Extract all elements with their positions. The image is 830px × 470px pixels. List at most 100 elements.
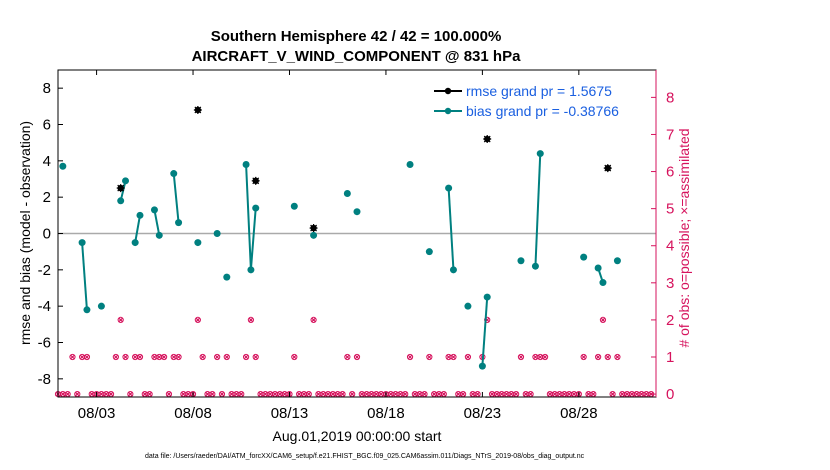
obs-possible-marker	[291, 353, 298, 361]
y2-tick-label: 7	[666, 126, 674, 143]
data-file-footnote: data file: /Users/raeder/DAI/ATM_forcXX/…	[145, 453, 585, 460]
obs-assimilated-marker	[224, 354, 230, 360]
obs-assimilated-marker	[470, 391, 476, 397]
obs-possible-marker	[517, 353, 525, 361]
x-tick-label: 08/23	[464, 405, 502, 422]
obs-assimilated-marker	[441, 391, 447, 397]
obs-assimilated-marker	[634, 391, 640, 397]
obs-possible-marker	[484, 316, 491, 324]
y2-tick-label: 4	[666, 238, 674, 255]
obs-possible-marker	[117, 316, 124, 324]
bias-point	[483, 293, 491, 301]
obs-assimilated-marker	[65, 391, 71, 397]
obs-assimilated-marker	[209, 391, 215, 397]
obs-assimilated-marker	[364, 391, 370, 397]
obs-assimilated-marker	[89, 391, 95, 397]
obs-assimilated-marker	[219, 391, 225, 397]
y-tick-label: 6	[43, 117, 51, 134]
y-tick-label: 0	[43, 226, 51, 243]
obs-assimilated-marker	[79, 354, 85, 360]
obs-assimilated-marker	[113, 354, 119, 360]
obs-assimilated-marker	[142, 391, 148, 397]
y2-tick-label: 1	[666, 349, 674, 366]
obs-assimilated-marker	[465, 354, 471, 360]
y2-tick-label: 2	[666, 312, 674, 329]
y2-axis-label: # of obs: o=possible; ×=assimilated	[676, 128, 692, 347]
obs-assimilated-marker	[267, 391, 273, 397]
rmse-asterisk	[116, 184, 125, 193]
obs-assimilated-marker	[446, 354, 452, 360]
x-tick-label: 08/08	[174, 405, 212, 422]
obs-assimilated-marker	[325, 391, 331, 397]
obs-possible-marker	[614, 353, 621, 361]
bias-point	[117, 197, 125, 205]
obs-assimilated-marker	[185, 391, 191, 397]
bias-series	[59, 150, 621, 370]
y-tick-label: 2	[43, 189, 51, 206]
legend-bias-label: bias grand pr = -0.38766	[466, 103, 619, 119]
obs-assimilated-marker	[291, 354, 297, 360]
obs-possible-marker	[247, 316, 255, 324]
legend-rmse-label: rmse grand pr = 1.5675	[466, 83, 612, 99]
obs-assimilated-marker	[614, 354, 620, 360]
obs-assimilated-marker	[494, 391, 500, 397]
obs-assimilated-marker	[180, 391, 186, 397]
obs-assimilated-marker	[166, 391, 172, 397]
obs-assimilated-marker	[417, 391, 423, 397]
obs-possible-marker	[426, 353, 433, 361]
bias-line-segment	[172, 173, 180, 223]
obs-assimilated-marker	[624, 391, 630, 397]
obs-possible-marker	[242, 353, 250, 361]
obs-assimilated-marker	[426, 354, 432, 360]
obs-assimilated-marker	[513, 391, 519, 397]
obs-possible-marker	[450, 353, 457, 361]
bias-point	[464, 302, 472, 310]
obs-assimilated-marker	[378, 391, 384, 397]
obs-assimilated-marker	[475, 391, 480, 397]
obs-assimilated-marker	[600, 317, 606, 323]
bias-point	[406, 160, 414, 168]
obs-assimilated-marker	[537, 354, 543, 360]
obs-assimilated-marker	[229, 391, 235, 397]
obs-assimilated-marker	[156, 354, 162, 360]
bias-line-segment	[447, 188, 455, 270]
obs-possible-marker	[344, 353, 351, 361]
obs-assimilated-marker	[315, 391, 321, 397]
obs-assimilated-marker	[311, 317, 317, 323]
bias-point	[155, 231, 163, 239]
bias-point	[310, 231, 318, 239]
obs-assimilated-marker	[354, 354, 360, 360]
obs-assimilated-marker	[595, 354, 601, 360]
bias-line-segment	[153, 209, 161, 236]
obs-assimilated-marker	[258, 391, 263, 397]
bias-point	[517, 257, 525, 265]
obs-possible-marker	[112, 353, 119, 361]
obs-assimilated-marker	[349, 391, 355, 397]
bias-point	[290, 202, 298, 210]
obs-assimilated-marker	[431, 391, 437, 397]
obs-assimilated-marker	[118, 317, 124, 323]
obs-assimilated-marker	[176, 354, 181, 360]
y2-tick-label: 5	[666, 201, 674, 218]
obs-assimilated-marker	[402, 391, 408, 397]
obs-assimilated-marker	[147, 391, 153, 397]
bias-point	[252, 204, 260, 212]
obs-possible-marker	[194, 316, 201, 324]
obs-assimilated-marker	[499, 391, 505, 397]
obs-assimilated-marker	[586, 391, 591, 397]
obs-assimilated-marker	[460, 391, 466, 397]
bias-point	[536, 150, 544, 158]
obs-assimilated-marker	[643, 391, 649, 397]
obs-assimilated-marker	[306, 391, 312, 397]
obs-possible-marker	[136, 353, 144, 361]
obs-assimilated-marker	[214, 354, 220, 360]
obs-assimilated-marker	[605, 354, 611, 360]
x-tick-label: 08/13	[271, 405, 309, 422]
y-tick-label: -8	[38, 371, 51, 388]
bias-point	[170, 170, 178, 178]
legend: rmse grand pr = 1.5675 bias grand pr = -…	[434, 83, 619, 119]
obs-possible-marker	[464, 353, 472, 361]
obs-assimilated-marker	[103, 391, 109, 397]
obs-assimilated-marker	[243, 354, 249, 360]
bias-point	[580, 253, 588, 261]
